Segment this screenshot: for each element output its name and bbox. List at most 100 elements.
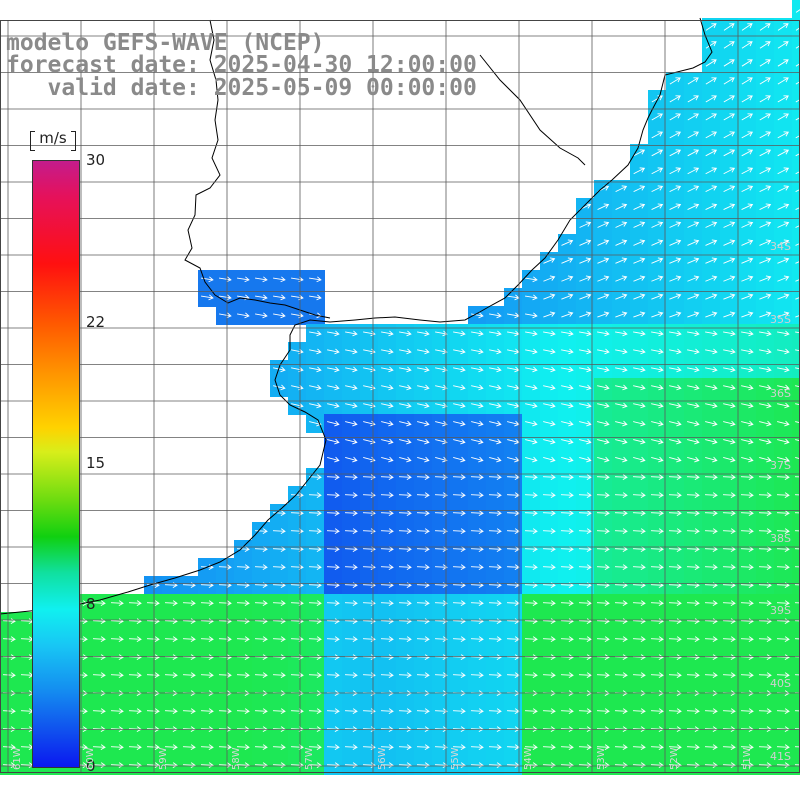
wind-arrow: [632, 546, 646, 552]
wind-arrow: [236, 744, 250, 750]
wind-arrow: [614, 492, 628, 498]
wind-cell: [738, 702, 757, 721]
wind-arrow: [380, 618, 394, 624]
wind-cell: [630, 144, 649, 163]
wind-arrow: [470, 510, 484, 516]
wind-arrow: [795, 149, 800, 157]
wind-cell: [450, 684, 469, 703]
wind-cell: [648, 648, 667, 667]
wind-arrow: [686, 618, 700, 624]
wind-arrow: [309, 384, 322, 391]
colorbar-tick-label: 0: [86, 757, 96, 775]
wind-cell: [558, 756, 577, 775]
wind-cell: [720, 180, 739, 199]
wind-cell: [792, 108, 800, 127]
wind-cell: [756, 180, 775, 199]
wind-cell: [450, 630, 469, 649]
wind-cell: [396, 738, 415, 757]
wind-cell: [630, 576, 649, 595]
wind-cell: [540, 594, 559, 613]
wind-arrow: [722, 510, 736, 516]
wind-arrow: [687, 384, 700, 391]
wind-cell: [594, 504, 613, 523]
wind-arrow: [200, 636, 214, 642]
wind-arrow: [777, 113, 789, 121]
wind-arrow: [254, 762, 268, 768]
wind-cell: [792, 684, 800, 703]
wind-cell: [234, 738, 253, 757]
wind-arrow: [795, 203, 800, 210]
wind-cell: [396, 612, 415, 631]
wind-arrow: [435, 402, 448, 409]
wind-arrow: [651, 149, 664, 157]
wind-cell: [792, 576, 800, 595]
wind-arrow: [687, 257, 700, 264]
wind-cell: [486, 666, 505, 685]
wind-arrow: [776, 618, 790, 624]
wind-cell: [756, 486, 775, 505]
wind-arrow: [704, 744, 718, 750]
wind-cell: [792, 72, 800, 91]
wind-arrow: [380, 510, 394, 516]
wind-cell: [126, 648, 145, 667]
wind-arrow: [704, 546, 718, 552]
wind-cell: [450, 558, 469, 577]
wind-arrow: [687, 348, 700, 355]
wind-cell: [306, 558, 325, 577]
wind-arrow: [579, 330, 592, 337]
wind-arrow: [470, 600, 484, 606]
wind-arrow: [741, 239, 754, 246]
wind-cell: [684, 162, 703, 181]
wind-arrow: [723, 95, 735, 103]
wind-cell: [468, 468, 487, 487]
wind-arrow: [759, 95, 771, 103]
wind-cell: [702, 234, 721, 253]
wind-arrow: [452, 546, 466, 552]
wind-cell: [774, 288, 793, 307]
wind-cell: [612, 486, 631, 505]
wind-cell: [576, 288, 595, 307]
wind-arrow: [615, 275, 628, 282]
wind-arrow: [633, 330, 646, 337]
wind-arrow: [524, 510, 538, 516]
wind-arrow: [794, 546, 800, 552]
wind-arrow: [705, 311, 718, 318]
wind-cell: [792, 540, 800, 559]
wind-cell: [450, 702, 469, 721]
wind-arrow: [668, 528, 682, 534]
wind-cell: [666, 558, 685, 577]
wind-arrow: [668, 474, 682, 480]
wind-arrow: [560, 762, 574, 768]
wind-cell: [756, 90, 775, 109]
wind-cell: [630, 234, 649, 253]
wind-cell: [0, 666, 19, 685]
wind-arrow: [560, 618, 574, 624]
wind-cell: [774, 576, 793, 595]
wind-arrow: [218, 618, 232, 624]
wind-cell: [774, 252, 793, 271]
wind-arrow: [308, 510, 322, 516]
wind-arrow: [164, 600, 178, 606]
wind-arrow: [543, 293, 556, 300]
wind-arrow: [254, 636, 268, 642]
wind-cell: [792, 504, 800, 523]
wind-arrow: [740, 564, 754, 570]
wind-arrow: [759, 185, 772, 193]
wind-arrow: [632, 762, 646, 768]
wind-arrow: [578, 510, 592, 516]
wind-arrow: [723, 420, 736, 427]
wind-arrow: [669, 149, 682, 157]
wind-cell: [630, 486, 649, 505]
wind-arrow: [452, 762, 466, 768]
wind-cell: [522, 522, 541, 541]
wind-cell: [612, 468, 631, 487]
wind-arrow: [668, 636, 682, 642]
wind-arrow: [453, 402, 466, 409]
wind-cell: [306, 612, 325, 631]
wind-arrow: [326, 636, 340, 642]
wind-cell: [252, 522, 271, 541]
wind-arrow: [650, 744, 664, 750]
wind-cell: [558, 738, 577, 757]
wind-arrow: [434, 600, 448, 606]
wind-cell: [666, 576, 685, 595]
